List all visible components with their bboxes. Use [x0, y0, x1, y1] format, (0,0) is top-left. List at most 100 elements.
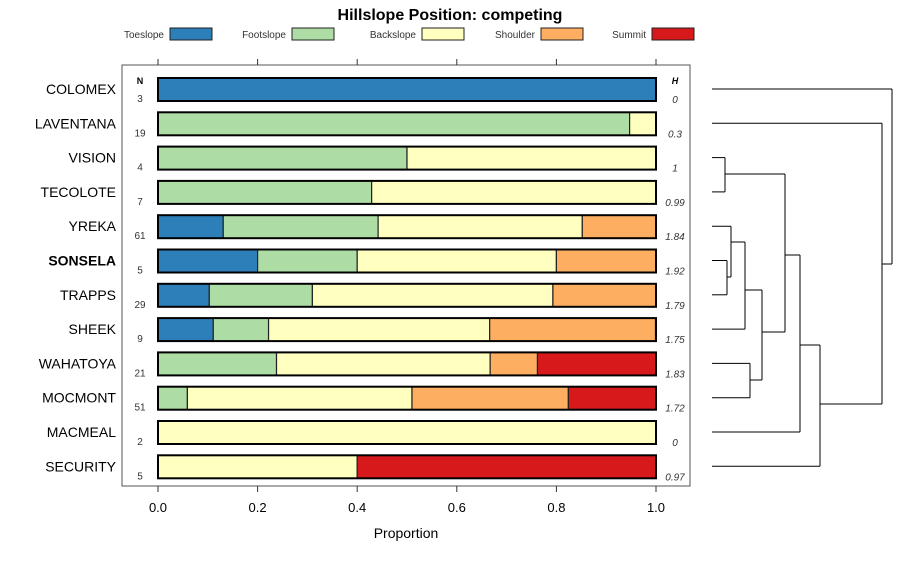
bar-segment-toeslope: [157, 214, 224, 239]
n-label: 61: [134, 231, 146, 242]
bar-segment-footslope: [157, 351, 278, 376]
category-label: TECOLOTE: [41, 184, 116, 200]
bar-outline: [157, 77, 657, 102]
category-label: VISION: [69, 150, 116, 166]
legend-label: Footslope: [242, 30, 286, 41]
bar-segment-backslope: [157, 454, 358, 479]
x-tick-label: 1.0: [647, 500, 665, 515]
x-tick-label: 0.8: [547, 500, 565, 515]
bar-outline: [157, 145, 657, 171]
bar-segment-shoulder: [555, 248, 657, 274]
n-label: 7: [137, 197, 143, 208]
legend-label: Backslope: [370, 30, 417, 41]
legend-label: Shoulder: [495, 30, 536, 41]
h-header: H: [672, 76, 679, 86]
bar-outline: [157, 351, 657, 377]
h-label: 0.3: [668, 129, 682, 140]
legend-label: Summit: [612, 30, 646, 41]
category-label: SONSELA: [48, 253, 116, 269]
bar-segment-footslope: [157, 146, 408, 171]
bar-segment-backslope: [371, 180, 657, 205]
n-label: 19: [134, 128, 146, 139]
bar-segment-toeslope: [157, 317, 214, 342]
x-tick-label: 0.6: [448, 500, 466, 515]
bar-segment-footslope: [157, 180, 373, 205]
category-label: SHEEK: [69, 321, 117, 337]
legend-swatch-toeslope: [169, 27, 213, 41]
bar-segment-toeslope: [157, 77, 657, 102]
h-label: 1.83: [665, 369, 685, 380]
bar-segment-footslope: [257, 248, 358, 274]
bar-segment-backslope: [267, 317, 491, 342]
x-axis-label: Proportion: [374, 525, 439, 541]
bar-outline: [157, 420, 657, 445]
chart-title: Hillslope Position: competing: [338, 7, 563, 24]
bar-segment-backslope: [186, 386, 413, 411]
bars: COLOMEX 3 0 LAVENTANA 19 0.3 VISION 4 1 TECOLOTE 7…: [35, 77, 685, 483]
bar-outline: [157, 282, 657, 308]
x-tick-label: 0.0: [149, 500, 167, 515]
n-header: N: [137, 76, 144, 86]
bar-segment-toeslope: [157, 283, 210, 308]
h-label: 1.92: [665, 267, 685, 278]
n-label: 2: [137, 437, 143, 448]
n-label: 29: [134, 300, 146, 311]
legend-swatch-footslope: [291, 27, 335, 41]
h-label: 1.72: [665, 404, 685, 415]
bar-segment-shoulder: [489, 317, 657, 342]
legend-swatch-backslope: [421, 27, 465, 41]
x-tick-label: 0.2: [249, 500, 267, 515]
bar-segment-footslope: [222, 214, 379, 239]
legend-swatch-shoulder: [540, 27, 584, 41]
bar-segment-summit: [356, 454, 657, 479]
bar-outline: [157, 111, 657, 137]
bar-segment-backslope: [311, 283, 554, 308]
bar-outline: [157, 385, 657, 411]
category-label: COLOMEX: [46, 81, 117, 97]
n-label: 9: [137, 334, 143, 345]
bar-outline: [157, 454, 657, 480]
legend: Toeslope Footslope Backslope Shoulder Summit: [124, 27, 695, 41]
bar-segment-backslope: [356, 248, 558, 274]
h-label: 1.79: [665, 301, 685, 312]
bar-segment-shoulder: [411, 386, 569, 411]
legend-swatch-summit: [651, 27, 695, 41]
bar-segment-summit: [567, 386, 657, 411]
category-label: YREKA: [69, 218, 117, 234]
bar-outline: [157, 179, 657, 205]
h-label: 1.84: [665, 232, 685, 243]
n-label: 5: [137, 471, 143, 482]
n-label: 3: [137, 94, 143, 105]
bar-segment-shoulder: [489, 351, 539, 376]
legend-label: Toeslope: [124, 30, 164, 41]
n-label: 51: [134, 403, 146, 414]
bar-segment-shoulder: [581, 214, 657, 239]
bar-segment-backslope: [377, 214, 583, 239]
bar-segment-backslope: [275, 351, 491, 376]
bar-outline: [157, 214, 657, 240]
category-label: MACMEAL: [47, 424, 116, 440]
h-label: 1.75: [665, 335, 685, 346]
x-tick-label: 0.4: [348, 500, 366, 515]
bar-segment-backslope: [157, 420, 657, 445]
category-label: SECURITY: [45, 458, 116, 474]
h-label: 0: [672, 438, 678, 449]
bar-outline: [157, 248, 657, 274]
n-label: 21: [134, 368, 146, 379]
bar-segment-backslope: [629, 111, 657, 136]
h-label: 1: [672, 164, 678, 175]
bar-outline: [157, 317, 657, 343]
plot-panel: [121, 64, 691, 487]
bar-segment-footslope: [157, 386, 188, 411]
bar-segment-toeslope: [157, 248, 259, 274]
bar-segment-shoulder: [552, 283, 657, 308]
category-label: MOCMONT: [42, 390, 116, 406]
bar-segment-footslope: [157, 111, 631, 136]
bar-segment-backslope: [406, 146, 657, 171]
category-label: TRAPPS: [60, 287, 116, 303]
h-label: 0.99: [665, 198, 685, 209]
bar-segment-footslope: [212, 317, 270, 342]
dendrogram: [712, 88, 893, 467]
